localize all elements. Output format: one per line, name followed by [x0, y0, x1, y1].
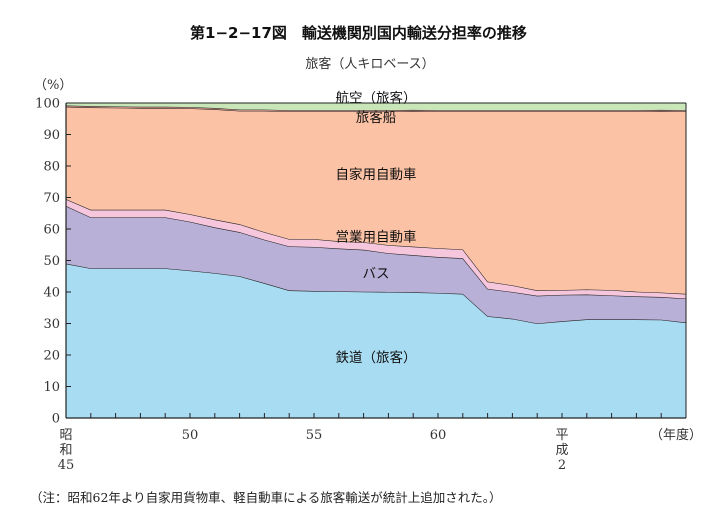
footnote: （注：昭和62年より自家用貨物車、軽自動車による旅客輸送が統計上追加された。）: [30, 490, 502, 505]
y-tick-label: 0: [52, 412, 60, 427]
y-tick-label: 50: [43, 254, 60, 269]
area-series-3: [66, 106, 686, 294]
chart-title: 第1−2−17図 輸送機関別国内輸送分担率の推移: [190, 24, 527, 42]
series-label: 営業用自動車: [336, 230, 417, 246]
y-tick-label: 60: [43, 223, 60, 238]
y-tick-label: 70: [43, 191, 60, 206]
series-label: バス: [363, 266, 390, 282]
y-tick-label: 90: [43, 128, 60, 143]
y-tick-label: 10: [43, 380, 60, 395]
y-axis-unit: （%）: [34, 78, 73, 93]
y-tick-label: 80: [43, 160, 60, 175]
series-boundary-1: [65, 205, 687, 300]
area-series-5: [66, 103, 686, 111]
y-tick-label: 100: [35, 97, 60, 112]
x-tick-label: 成: [555, 443, 568, 458]
area-series-0: [66, 263, 686, 418]
y-tick-label: 40: [43, 286, 60, 301]
x-axis-label: （年度）: [650, 427, 702, 443]
series-label: 旅客船: [356, 109, 397, 126]
area-series-1: [66, 206, 686, 324]
series-label: 鉄道（旅客）: [336, 349, 417, 366]
x-tick-label: 2: [558, 458, 566, 473]
series-label: 自家用自動車: [336, 166, 417, 183]
x-tick-label: 和: [59, 443, 72, 458]
x-tick-label: 60: [430, 428, 447, 443]
x-tick-label: 45: [58, 458, 75, 473]
y-tick-label: 20: [43, 349, 60, 364]
chart-subtitle: 旅客（人キロベース）: [305, 57, 435, 72]
series-label: 航空（旅客）: [336, 90, 417, 107]
area-layers: [65, 102, 687, 418]
y-tick-label: 30: [43, 317, 60, 332]
x-tick-label: 平: [555, 428, 568, 443]
x-tick-label: 50: [182, 428, 199, 443]
area-series-2: [66, 199, 686, 299]
x-tick-label: 55: [306, 428, 323, 443]
x-tick-label: 昭: [59, 428, 72, 443]
